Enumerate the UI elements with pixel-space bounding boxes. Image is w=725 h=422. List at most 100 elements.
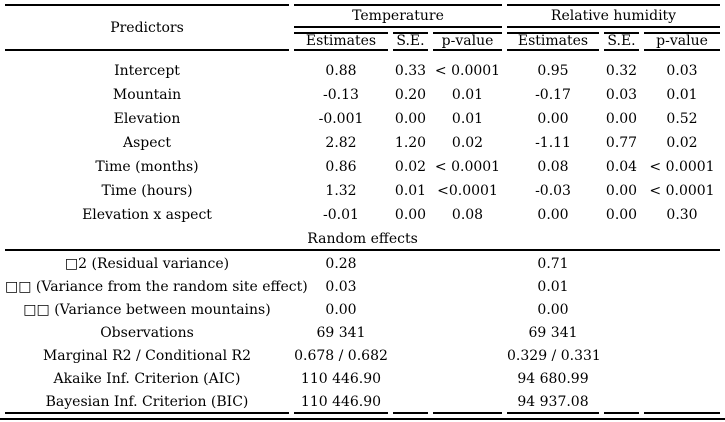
cell-empty [393,255,428,274]
cell-temperature-value: 110 446.90 [300,371,382,387]
cell-empty [604,301,639,320]
cell-humidity-value: 94 937.08 [507,393,600,414]
cell-humidity-estimate: 0.08 [537,159,569,175]
cell-empty [644,370,720,389]
cell-temperature-se: 0.00 [394,111,427,127]
predictor-row: Elevation -0.001 0.00 0.01 0.00 0.00 0.52 [5,109,720,129]
group-header-temperature: Temperature [294,4,503,28]
cell-empty [604,324,639,343]
cell-humidity-pvalue: < 0.0001 [649,183,715,199]
subheader-temperature-estimates: Estimates [294,32,388,51]
cell-empty [644,324,720,343]
cell-temperature-se: 0.02 [394,159,427,175]
cell-temperature-se: 0.33 [394,63,427,79]
cell-temperature-se: 0.20 [394,87,427,103]
cell-empty [644,255,720,274]
summary-row: Akaike Inf. Criterion (AIC) 110 446.90 94 … [5,370,720,389]
cell-temperature-estimate: -0.01 [323,207,359,223]
cell-empty [644,347,720,366]
cell-humidity-se: 0.03 [605,87,638,103]
cell-humidity-pvalue: 0.03 [666,63,698,79]
row-label: Bayesian Inf. Criterion (BIC) [5,393,289,414]
cell-temperature-value: 0.678 / 0.682 [294,348,388,364]
random-effects-section-row: Random effects [5,229,721,251]
cell-empty [393,301,428,320]
row-label: □□ (Variance between mountains) [23,302,271,318]
cell-temperature-estimate: -0.001 [318,111,364,127]
cell-empty [433,278,502,297]
cell-humidity-se: 0.00 [605,183,638,199]
cell-humidity-estimate: -1.11 [535,135,571,151]
cell-temperature-value: 0.03 [325,279,357,295]
cell-empty [604,255,639,274]
cell-temperature-pvalue: < 0.0001 [434,63,501,79]
row-label: Mountain [112,87,182,103]
row-label: Observations [100,325,194,341]
cell-humidity-estimate: 0.00 [537,207,569,223]
row-label: Intercept [114,63,180,79]
row-label: □□ (Variance from the random site effect… [5,279,308,295]
cell-temperature-pvalue: 0.01 [451,87,484,103]
subheader-humidity-se: S.E. [604,32,640,51]
cell-humidity-value: 0.00 [537,302,569,318]
cell-humidity-se: 0.00 [605,111,638,127]
cell-humidity-estimate: 0.95 [537,63,569,79]
subheader-humidity-estimates: Estimates [507,32,600,51]
cell-humidity-se: 0.77 [605,135,638,151]
row-label: Marginal R2 / Conditional R2 [42,348,252,364]
predictor-row: Intercept 0.88 0.33 < 0.0001 0.95 0.32 0.03 [5,55,720,81]
cell-empty [433,301,502,320]
group-header-relative-humidity: Relative humidity [507,4,721,28]
cell-humidity-pvalue: < 0.0001 [649,159,715,175]
cell-empty [433,370,502,389]
cell-empty [393,347,428,366]
table-body: Intercept 0.88 0.33 < 0.0001 0.95 0.32 0.03 Mou… [5,55,721,414]
row-label: Aspect [122,135,171,151]
row-label: Elevation x aspect [82,207,212,223]
cell-temperature-pvalue: 0.01 [451,111,484,127]
cell-empty [393,393,428,414]
cell-humidity-value: 94 680.99 [517,371,589,387]
cell-humidity-pvalue: 0.52 [666,111,698,127]
cell-humidity-se: 0.00 [605,207,638,223]
cell-temperature-se: 1.20 [394,135,427,151]
predictors-column-header: Predictors [5,4,289,51]
summary-row: Marginal R2 / Conditional R2 0.678 / 0.68… [5,347,720,366]
row-label: □2 (Residual variance) [64,256,230,272]
predictor-row: Time (months) 0.86 0.02 < 0.0001 0.08 0.04 < 0… [5,157,720,177]
cell-humidity-se: 0.04 [605,159,638,175]
cell-temperature-estimate: 2.82 [325,135,357,151]
row-label: Time (months) [95,159,199,175]
summary-row: □□ (Variance between mountains) 0.00 0.00 [5,301,720,320]
cell-humidity-pvalue: 0.02 [666,135,698,151]
cell-empty [393,278,428,297]
cell-humidity-estimate: -0.03 [535,183,571,199]
cell-temperature-estimate: 0.86 [325,159,357,175]
summary-row: □□ (Variance from the random site effect… [5,278,720,297]
cell-empty [393,324,428,343]
cell-empty [433,324,502,343]
cell-empty [604,370,639,389]
summary-row: □2 (Residual variance) 0.28 0.71 [5,255,720,274]
cell-temperature-estimate: 0.88 [325,63,357,79]
cell-temperature-estimate: 1.32 [325,183,357,199]
cell-empty [604,347,639,366]
cell-humidity-pvalue: 0.01 [666,87,698,103]
cell-temperature-se: 0.01 [394,183,427,199]
cell-empty [433,393,503,414]
predictor-row: Elevation x aspect -0.01 0.00 0.08 0.00 0.00 0… [5,205,720,225]
summary-row: Observations 69 341 69 341 [5,324,720,343]
cell-empty [433,347,502,366]
cell-empty [644,393,721,414]
cell-temperature-se: 0.00 [394,207,427,223]
cell-temperature-value: 0.28 [325,256,357,272]
subheader-temperature-se: S.E. [393,32,428,51]
cell-temperature-pvalue: 0.08 [451,207,484,223]
cell-temperature-estimate: -0.13 [323,87,359,103]
predictor-row: Mountain -0.13 0.20 0.01 -0.17 0.03 0.01 [5,85,720,105]
cell-humidity-value: 69 341 [528,325,578,341]
cell-empty [604,278,639,297]
row-label: Time (hours) [101,183,193,199]
cell-empty [393,370,428,389]
